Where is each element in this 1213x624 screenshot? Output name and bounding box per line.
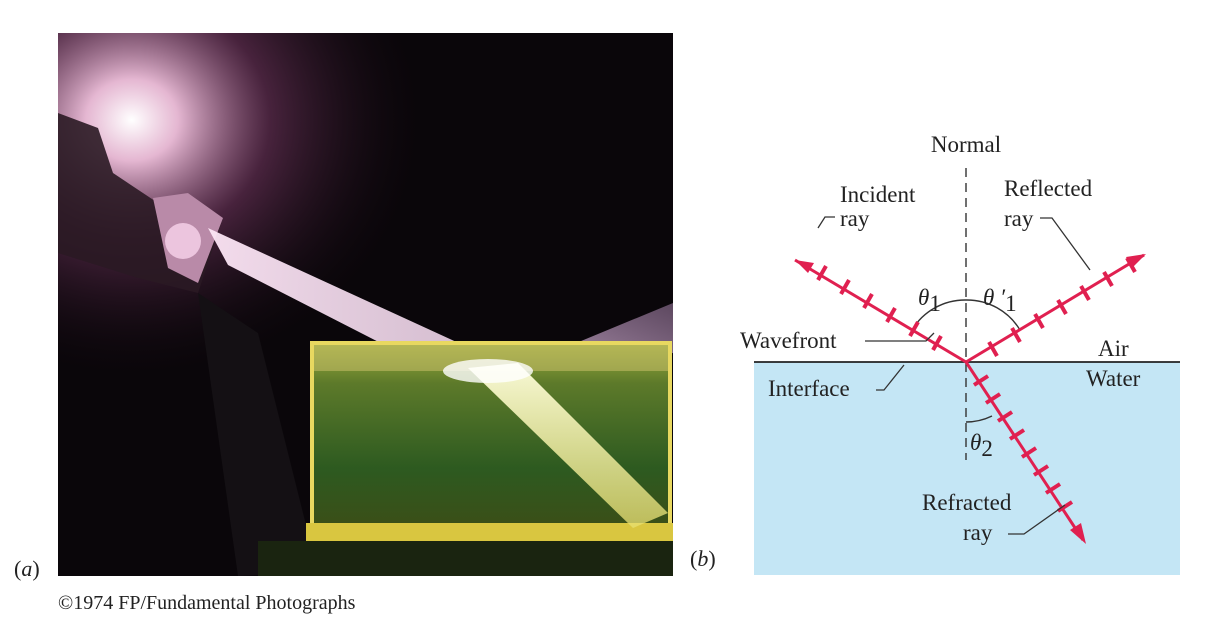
water-label: Water	[1086, 366, 1141, 391]
incident-label-line2: ray	[840, 206, 870, 231]
interface-leader	[876, 364, 905, 391]
panel-label-b: (b)	[690, 546, 716, 571]
normal-label: Normal	[931, 132, 1001, 157]
theta2-label: θ2	[970, 430, 993, 461]
refracted-label-line1: Refracted	[922, 490, 1012, 515]
refracted-wavefronts	[972, 374, 1074, 513]
refracted-label-line2: ray	[963, 520, 993, 545]
theta1p-arc	[965, 299, 1021, 331]
air-label: Air	[1098, 336, 1129, 361]
reflected-label-line1: Reflected	[1004, 176, 1093, 201]
refraction-diagram: Normal Incident ray Reflected ray θ1 θ ′…	[740, 132, 1180, 575]
theta2-arc	[965, 415, 993, 423]
panel-label-a: (a)	[14, 556, 40, 581]
photo-credit: ©1974 FP/Fundamental Photographs	[58, 592, 356, 614]
interface-label: Interface	[768, 376, 850, 401]
theta1p-label: θ ′1	[983, 285, 1017, 316]
incident-label-line1: Incident	[840, 182, 916, 207]
reflected-ray	[965, 253, 1146, 364]
incident-ray	[794, 258, 967, 364]
refracted-ray	[964, 361, 1086, 544]
photo-light-beam-tank	[58, 33, 673, 576]
theta1-label: θ1	[918, 285, 941, 316]
wavefront-label: Wavefront	[740, 328, 837, 353]
water-region	[754, 362, 1180, 575]
incident-leader	[817, 216, 835, 229]
reflected-leader	[1040, 217, 1091, 271]
reflected-label-line2: ray	[1004, 206, 1034, 231]
wavefront-leader	[865, 332, 935, 342]
refracted-leader	[1008, 504, 1066, 535]
reflected-wavefronts	[987, 257, 1137, 357]
incident-wavefronts	[816, 265, 943, 351]
